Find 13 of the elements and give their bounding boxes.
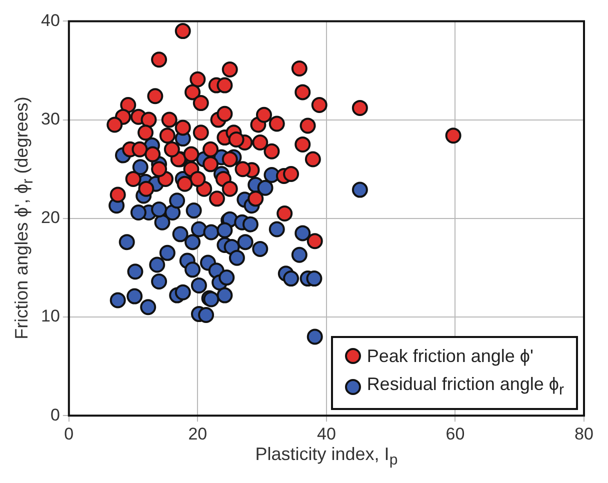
legend-label: Peak friction angle ϕ' — [366, 344, 534, 368]
legend-label: Residual friction angle ϕ$_{r}$ — [366, 372, 564, 400]
x-axis-title: Plasticity index, I$_{p}$ — [255, 444, 398, 469]
x-tick-label: 40 — [316, 424, 336, 444]
y-tick-label: 0 — [50, 405, 60, 424]
y-tick-label: 40 — [40, 10, 60, 30]
y-tick-label: 20 — [40, 208, 60, 228]
y-tick-label: 30 — [40, 109, 60, 128]
x-tick-label: 20 — [188, 424, 208, 444]
x-tick-label: 0 — [64, 424, 74, 444]
x-tick-label: 80 — [574, 424, 594, 444]
x-tick-label: 60 — [446, 424, 465, 444]
y-tick-label: 10 — [40, 306, 60, 326]
